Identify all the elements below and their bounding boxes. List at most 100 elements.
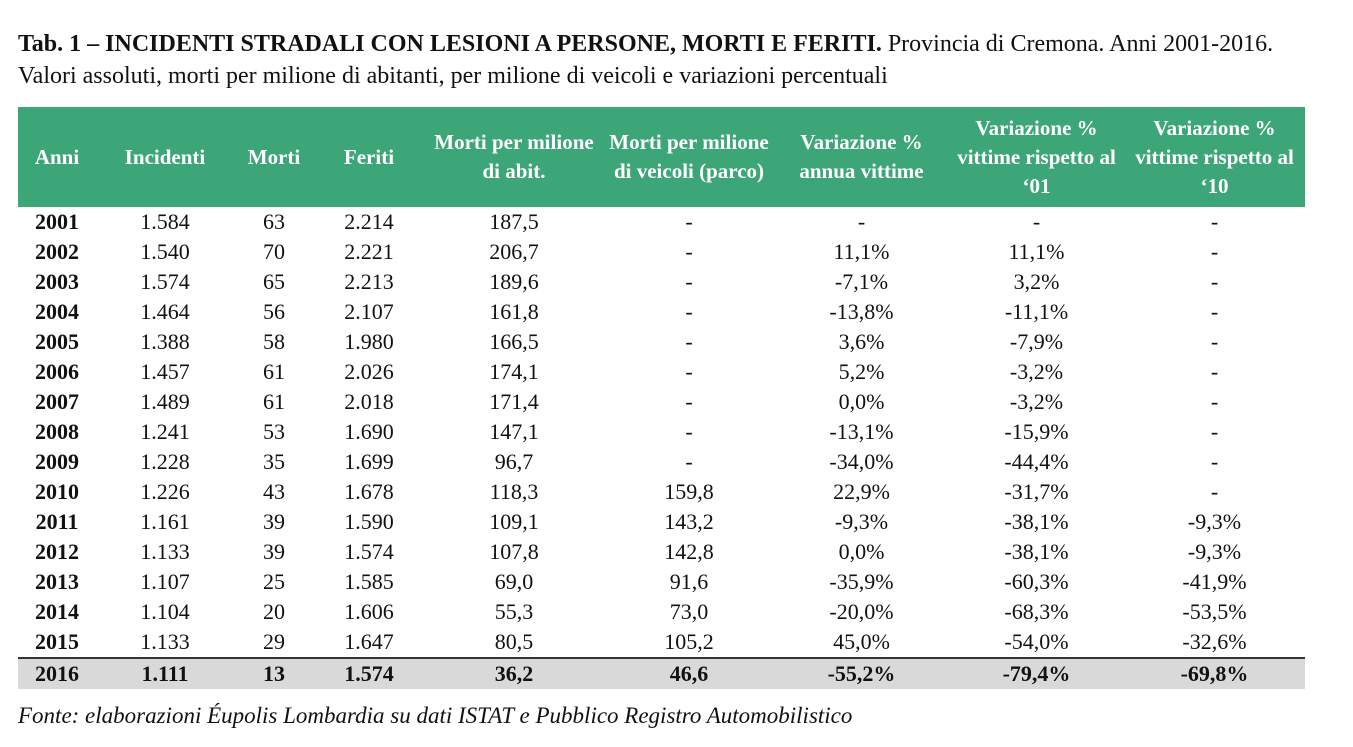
table-cell: 22,9% bbox=[833, 479, 890, 504]
table-row: 2012 1.133 39 1.574 107,8 142,8 0,0% -38,1% -9,3… bbox=[18, 537, 1305, 567]
table-cell: 2.107 bbox=[344, 299, 394, 324]
table-row: 2004 1.464 56 2.107 161,8 - -13,8% -11,1% - bbox=[18, 297, 1305, 327]
table-cell: -44,4% bbox=[1004, 449, 1069, 474]
table-cell: 2001 bbox=[35, 209, 79, 234]
table-cell: -15,9% bbox=[1004, 419, 1069, 444]
table-row: 2007 1.489 61 2.018 171,4 - 0,0% -3,2% - bbox=[18, 387, 1305, 417]
table-cell: -38,1% bbox=[1004, 509, 1069, 534]
table-cell: - bbox=[685, 299, 693, 324]
table-cell: 2002 bbox=[35, 239, 79, 264]
table-cell: 2010 bbox=[35, 479, 79, 504]
table-row: 2008 1.241 53 1.690 147,1 - -13,1% -15,9% - bbox=[18, 417, 1305, 447]
table-cell: 2.213 bbox=[344, 269, 394, 294]
table-cell: -55,2% bbox=[774, 657, 949, 689]
table-cell: 11,1% bbox=[1008, 239, 1065, 264]
table-cell: - bbox=[1210, 359, 1219, 384]
table-cell: 73,0 bbox=[669, 599, 709, 624]
table-cell: 3,2% bbox=[1013, 269, 1060, 294]
table-cell: 174,1 bbox=[489, 359, 539, 384]
table-cell: 45,0% bbox=[833, 629, 890, 654]
table-cell: 118,3 bbox=[489, 479, 539, 504]
table-cell: 1.678 bbox=[344, 479, 394, 504]
table-row: 2001 1.584 63 2.214 187,5 - - - - bbox=[18, 207, 1305, 237]
table-cell: 142,8 bbox=[664, 539, 714, 564]
table-cell: 61 bbox=[263, 359, 285, 384]
table-cell: 2.026 bbox=[344, 359, 394, 384]
table-body: 2001 1.584 63 2.214 187,5 - - - - 2002 1.540 70 2.22… bbox=[18, 207, 1305, 689]
table-row: 2010 1.226 43 1.678 118,3 159,8 22,9% -31,7% - bbox=[18, 477, 1305, 507]
table-cell: 1.388 bbox=[140, 329, 190, 354]
table-row: 2013 1.107 25 1.585 69,0 91,6 -35,9% -60,3% -41,… bbox=[18, 567, 1305, 597]
footer: Fonte: elaborazioni Éupolis Lombardia su… bbox=[18, 703, 853, 728]
table-cell: 1.574 bbox=[344, 539, 394, 564]
table-cell: 2005 bbox=[35, 329, 79, 354]
table-cell: 1.107 bbox=[140, 569, 190, 594]
table-cell: 1.457 bbox=[140, 359, 190, 384]
table-cell: 29 bbox=[263, 629, 285, 654]
table-cell: 2008 bbox=[35, 419, 79, 444]
table-cell: 1.133 bbox=[140, 539, 190, 564]
table-row: 2015 1.133 29 1.647 80,5 105,2 45,0% -54,0% -32,… bbox=[18, 627, 1305, 658]
table-cell: 1.133 bbox=[140, 629, 190, 654]
table-cell: -3,2% bbox=[1009, 359, 1064, 384]
table-cell: 80,5 bbox=[494, 629, 534, 654]
table-row: 2006 1.457 61 2.026 174,1 - 5,2% -3,2% - bbox=[18, 357, 1305, 387]
table-cell: 0,0% bbox=[838, 389, 885, 414]
title: Tab. 1 – INCIDENTI STRADALI CON LESIONI … bbox=[18, 28, 1318, 92]
column-header: Morti per milione di abit. bbox=[424, 107, 604, 207]
table-cell: 171,4 bbox=[489, 389, 539, 414]
table-cell: - bbox=[685, 389, 693, 414]
table-cell: 56 bbox=[263, 299, 285, 324]
table-cell: 2007 bbox=[35, 389, 79, 414]
table-cell: - bbox=[685, 359, 693, 384]
table-cell: - bbox=[1210, 239, 1219, 264]
table-cell: 166,5 bbox=[489, 329, 539, 354]
table-cell: -32,6% bbox=[1182, 629, 1247, 654]
table-row: 2009 1.228 35 1.699 96,7 - -34,0% -44,4% - bbox=[18, 447, 1305, 477]
table-cell: 11,1% bbox=[833, 239, 890, 264]
table-cell: 105,2 bbox=[664, 629, 714, 654]
table-cell: 1.464 bbox=[140, 299, 190, 324]
column-header: Variazione % annua vittime bbox=[774, 107, 949, 207]
table-cell: -68,3% bbox=[1004, 599, 1069, 624]
table-cell: 1.161 bbox=[140, 509, 190, 534]
table-cell: 109,1 bbox=[489, 509, 539, 534]
table-cell: -11,1% bbox=[1004, 299, 1069, 324]
table-cell: 20 bbox=[263, 599, 285, 624]
table-cell: 2013 bbox=[35, 569, 79, 594]
table-cell: - bbox=[1210, 389, 1219, 414]
table-cell: -34,0% bbox=[829, 449, 894, 474]
table-cell: - bbox=[1210, 209, 1219, 234]
header-row: Anni Incidenti Morti Feriti Morti per milion… bbox=[18, 107, 1305, 207]
table-cell: -7,1% bbox=[834, 269, 889, 294]
table-cell: 2015 bbox=[35, 629, 79, 654]
table-cell: 187,5 bbox=[489, 209, 539, 234]
table-cell: -13,8% bbox=[829, 299, 894, 324]
table-cell: 1.606 bbox=[344, 599, 394, 624]
table-cell: 1.226 bbox=[140, 479, 190, 504]
table-cell: 65 bbox=[263, 269, 285, 294]
table-cell: 2014 bbox=[35, 599, 79, 624]
table-cell: 2006 bbox=[35, 359, 79, 384]
table-cell: - bbox=[1210, 269, 1219, 294]
table-cell: 53 bbox=[263, 419, 285, 444]
table-cell: -69,8% bbox=[1124, 657, 1305, 689]
table-cell: - bbox=[685, 209, 693, 234]
column-header: Variazione % vittime rispetto al ‘10 bbox=[1124, 107, 1305, 207]
table-cell: 161,8 bbox=[489, 299, 539, 324]
table-cell: 2.018 bbox=[344, 389, 394, 414]
table-cell: 25 bbox=[263, 569, 285, 594]
table-cell: 1.574 bbox=[140, 269, 190, 294]
table-row: 2011 1.161 39 1.590 109,1 143,2 -9,3% -38,1% -9,… bbox=[18, 507, 1305, 537]
table-cell: - bbox=[685, 329, 693, 354]
table-cell: 63 bbox=[263, 209, 285, 234]
table-cell: -38,1% bbox=[1004, 539, 1069, 564]
table-cell: 61 bbox=[263, 389, 285, 414]
table-cell: 91,6 bbox=[669, 569, 709, 594]
table-cell: 143,2 bbox=[664, 509, 714, 534]
title-rest: Provincia di Cremona. Anni 2001-2016. Va… bbox=[18, 31, 1274, 89]
table-cell: 147,1 bbox=[489, 419, 539, 444]
table-cell: - bbox=[685, 269, 693, 294]
table-cell: 2016 bbox=[18, 657, 96, 689]
